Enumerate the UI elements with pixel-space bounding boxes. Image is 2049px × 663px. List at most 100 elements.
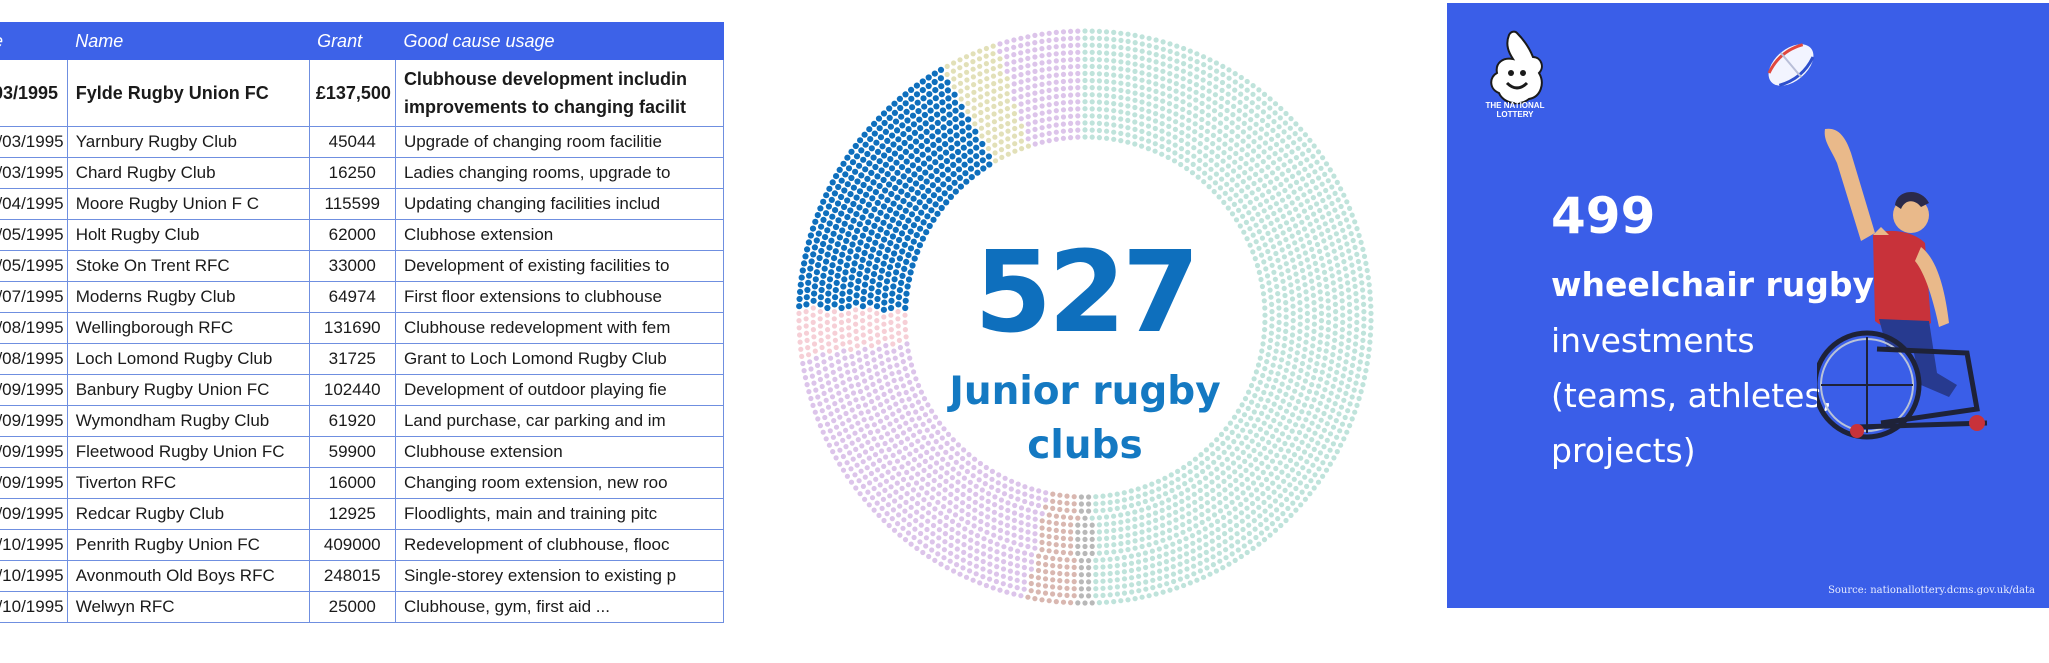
cell-usage[interactable]: Grant to Loch Lomond Rugby Club <box>395 343 725 375</box>
cell-date[interactable]: 5/10/1995 <box>0 591 68 623</box>
cell-grant[interactable]: 61920 <box>309 405 396 437</box>
cell-date[interactable]: 1/08/1995 <box>0 312 68 344</box>
cell-grant[interactable]: 31725 <box>309 343 396 375</box>
column-header-grant[interactable]: Grant <box>309 22 396 60</box>
column-header-date[interactable]: te <box>0 22 68 60</box>
donut-dot-mint <box>1244 549 1250 556</box>
cell-date[interactable]: 7/07/1995 <box>0 281 68 313</box>
donut-dot-lavender <box>1060 93 1066 99</box>
cell-grant[interactable]: 25000 <box>309 591 396 623</box>
cell-date[interactable]: 5/10/1995 <box>0 529 68 561</box>
cell-name[interactable]: Stoke On Trent RFC <box>67 250 310 282</box>
column-header-usage[interactable]: Good cause usage <box>395 22 724 60</box>
cell-date[interactable]: 7/03/1995 <box>0 157 68 189</box>
cell-usage[interactable]: Updating changing facilities includ <box>395 188 725 220</box>
cell-grant[interactable]: 64974 <box>309 281 396 313</box>
cell-name[interactable]: Banbury Rugby Union FC <box>67 374 310 406</box>
cell-usage[interactable]: Clubhouse development includin improveme… <box>395 60 725 127</box>
cell-name[interactable]: Holt Rugby Club <box>67 219 310 251</box>
cell-grant[interactable]: 115599 <box>309 188 396 220</box>
cell-grant[interactable]: 409000 <box>309 529 396 561</box>
cell-name[interactable]: Fleetwood Rugby Union FC <box>67 436 310 468</box>
cell-grant[interactable]: 16000 <box>309 467 396 499</box>
cell-usage[interactable]: Ladies changing rooms, upgrade to <box>395 157 725 189</box>
cell-grant[interactable]: £137,500 <box>309 60 396 127</box>
grants-table: te Name Grant Good cause usage /03/1995F… <box>0 22 725 623</box>
donut-dot-grey <box>1078 558 1084 564</box>
cell-usage[interactable]: Clubhouse, gym, first aid ... <box>395 591 725 623</box>
cell-name[interactable]: Wellingborough RFC <box>67 312 310 344</box>
cell-date[interactable]: 3/09/1995 <box>0 467 68 499</box>
cell-name[interactable]: Redcar Rugby Club <box>67 498 310 530</box>
donut-dot-mint <box>1111 37 1117 43</box>
cell-usage[interactable]: Clubhouse extension <box>395 436 725 468</box>
cell-usage[interactable]: Single-storey extension to existing p <box>395 560 725 592</box>
cell-date[interactable]: 0/08/1995 <box>0 343 68 375</box>
cell-usage[interactable]: Redevelopment of clubhouse, flooc <box>395 529 725 561</box>
column-header-name[interactable]: Name <box>67 22 310 60</box>
cell-usage[interactable]: Changing room extension, new roo <box>395 467 725 499</box>
cell-grant[interactable]: 12925 <box>309 498 396 530</box>
cell-name[interactable]: Wymondham Rugby Club <box>67 405 310 437</box>
cell-name[interactable]: Yarnbury Rugby Club <box>67 126 310 158</box>
cell-grant[interactable]: 102440 <box>309 374 396 406</box>
cell-usage[interactable]: Upgrade of changing room facilitie <box>395 126 725 158</box>
cell-usage[interactable]: Development of outdoor playing fie <box>395 374 725 406</box>
cell-grant[interactable]: 16250 <box>309 157 396 189</box>
cell-name[interactable]: Avonmouth Old Boys RFC <box>67 560 310 592</box>
cell-grant[interactable]: 33000 <box>309 250 396 282</box>
cell-date[interactable]: 3/09/1995 <box>0 405 68 437</box>
cell-name[interactable]: Tiverton RFC <box>67 467 310 499</box>
donut-dot-pink <box>895 309 901 315</box>
donut-dot-tan <box>1028 573 1034 579</box>
cell-date[interactable]: 3/09/1995 <box>0 436 68 468</box>
cell-name[interactable]: Fylde Rugby Union FC <box>67 60 310 127</box>
donut-dot-tan <box>1050 591 1056 597</box>
cell-usage[interactable]: Floodlights, main and training pitc <box>395 498 725 530</box>
cell-name[interactable]: Penrith Rugby Union FC <box>67 529 310 561</box>
cell-grant[interactable]: 248015 <box>309 560 396 592</box>
cell-name[interactable]: Loch Lomond Rugby Club <box>67 343 310 375</box>
cell-date[interactable]: 2/05/1995 <box>0 250 68 282</box>
cell-usage[interactable]: Clubhose extension <box>395 219 725 251</box>
cell-name[interactable]: Welwyn RFC <box>67 591 310 623</box>
cell-date[interactable]: 3/09/1995 <box>0 498 68 530</box>
cell-usage[interactable]: Clubhouse redevelopment with fem <box>395 312 725 344</box>
cell-grant[interactable]: 131690 <box>309 312 396 344</box>
cell-date[interactable]: 0/04/1995 <box>0 188 68 220</box>
cell-usage[interactable]: Development of existing facilities to <box>395 250 725 282</box>
cell-grant[interactable]: 62000 <box>309 219 396 251</box>
donut-dot-mint <box>1358 239 1364 245</box>
cell-name[interactable]: Chard Rugby Club <box>67 157 310 189</box>
cell-usage[interactable]: First floor extensions to clubhouse <box>395 281 725 313</box>
cell-usage[interactable]: Land purchase, car parking and im <box>395 405 725 437</box>
donut-dot-mint <box>1114 505 1120 511</box>
cell-date[interactable]: 5/10/1995 <box>0 560 68 592</box>
donut-dot-mint <box>1190 161 1196 167</box>
cell-date[interactable]: 2/05/1995 <box>0 219 68 251</box>
cell-date[interactable]: 3/09/1995 <box>0 374 68 406</box>
cell-name[interactable]: Moderns Rugby Club <box>67 281 310 313</box>
cell-date[interactable]: 7/03/1995 <box>0 126 68 158</box>
cell-grant[interactable]: 45044 <box>309 126 396 158</box>
cell-name[interactable]: Moore Rugby Union F C <box>67 188 310 220</box>
cell-grant[interactable]: 59900 <box>309 436 396 468</box>
cell-date[interactable]: /03/1995 <box>0 60 68 127</box>
